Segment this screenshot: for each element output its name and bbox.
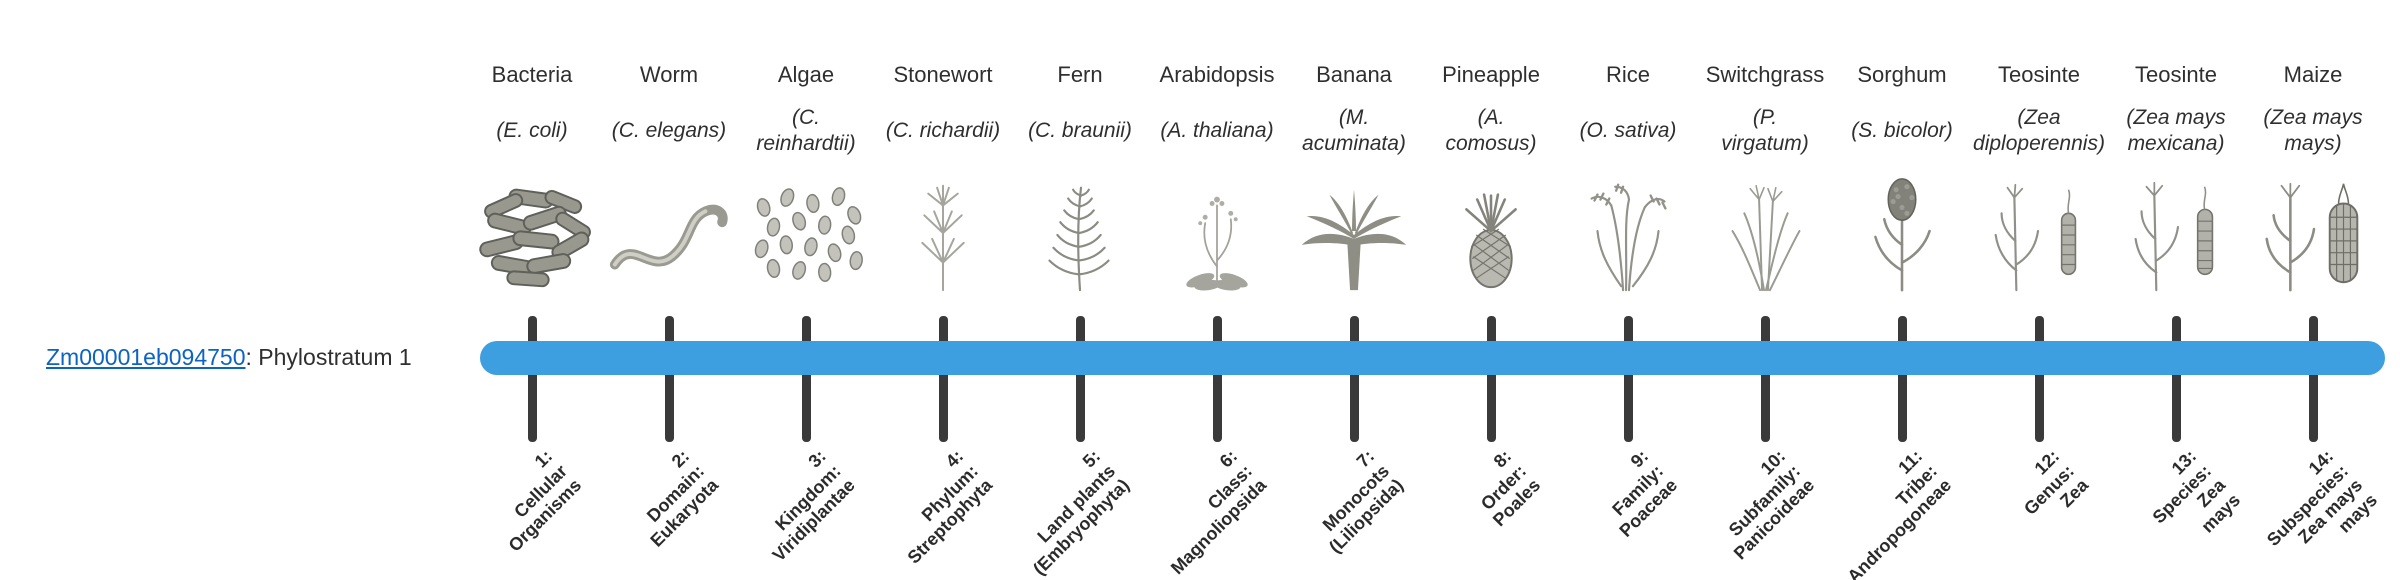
phylostratum-level-label: 11: Tribe: Andropogoneae bbox=[1843, 446, 1956, 580]
organism-scientific-name: (C. reinhardtii) bbox=[756, 105, 856, 155]
organism-scientific-name: (C. braunii) bbox=[1028, 118, 1132, 142]
rice-icon bbox=[1553, 170, 1703, 298]
phylostratum-tick bbox=[2309, 316, 2318, 442]
phylostratum-tick bbox=[1624, 316, 1633, 442]
phylostratum-tick bbox=[665, 316, 674, 442]
organism-scientific-name: (C. richardii) bbox=[885, 118, 1001, 142]
organism-common-name: Switchgrass bbox=[1705, 62, 1825, 87]
organism-common-name: Fern bbox=[1057, 62, 1103, 87]
organism-scientific-name: (C. elegans) bbox=[611, 118, 727, 142]
phylostratum-tick bbox=[528, 316, 537, 442]
organism-common-name: Maize bbox=[2283, 62, 2343, 87]
organism-scientific-name: (A. thaliana) bbox=[1160, 118, 1274, 142]
phylostratum-level-label: 2: Domain: Eukaryota bbox=[642, 446, 723, 551]
maize-icon bbox=[2238, 170, 2388, 298]
organism-common-name: Algae bbox=[777, 62, 835, 87]
phylostratum-level-label: 5: Land plants (Embryophyta) bbox=[1029, 446, 1134, 580]
fern-icon bbox=[1005, 170, 1155, 298]
gene-label: Zm00001eb094750: Phylostratum 1 bbox=[46, 344, 412, 371]
worm-icon bbox=[594, 170, 744, 298]
organism-scientific-name: (P. virgatum) bbox=[1721, 105, 1809, 155]
stonewort-icon bbox=[868, 170, 1018, 298]
sorghum-icon bbox=[1827, 170, 1977, 298]
organism-scientific-name: (A. comosus) bbox=[1445, 105, 1537, 155]
organism-common-name: Sorghum bbox=[1857, 62, 1947, 87]
organism-common-name: Banana bbox=[1316, 62, 1392, 87]
organism-scientific-name: (S. bicolor) bbox=[1851, 118, 1953, 142]
phylostratum-tick bbox=[1487, 316, 1496, 442]
phylostratum-level-label: 3: Kingdom: Viridiplantae bbox=[769, 446, 860, 566]
phylostratum-level-label: 4: Phylum: Streptophyta bbox=[903, 446, 997, 568]
organism-scientific-name: (Zea mays mays) bbox=[2263, 105, 2363, 155]
phylostratum-tick bbox=[1898, 316, 1907, 442]
phylostratum-level-label: 6: Class: Magnoliopsida bbox=[1167, 446, 1271, 579]
phylostratum-tick bbox=[1076, 316, 1085, 442]
arabidopsis-icon bbox=[1142, 170, 1292, 298]
organism-common-name: Pineapple bbox=[1442, 62, 1540, 87]
organism-common-name: Worm bbox=[639, 62, 699, 87]
switchgrass-icon bbox=[1690, 170, 1840, 298]
algae-icon bbox=[731, 170, 881, 298]
teosinte-icon bbox=[2101, 170, 2251, 298]
phylostratum-level-label: 7: Monocots (Liliopsida) bbox=[1318, 446, 1408, 558]
organism-common-name: Teosinte bbox=[2135, 62, 2217, 87]
organism-common-name: Stonewort bbox=[893, 62, 993, 87]
phylostratum-tick bbox=[1761, 316, 1770, 442]
phylostratum-tick bbox=[1213, 316, 1222, 442]
pineapple-icon bbox=[1416, 170, 1566, 298]
organism-common-name: Bacteria bbox=[491, 62, 573, 87]
organism-scientific-name: (Zea mays mexicana) bbox=[2126, 105, 2226, 155]
organism-scientific-name: (M. acuminata) bbox=[1302, 105, 1406, 155]
banana-icon bbox=[1279, 170, 1429, 298]
phylostratum-tick bbox=[939, 316, 948, 442]
phylostratum-tick bbox=[802, 316, 811, 442]
organism-scientific-name: (O. sativa) bbox=[1579, 118, 1677, 142]
phylostratum-level-label: 12: Genus: Zea bbox=[2019, 446, 2093, 519]
organism-common-name: Arabidopsis bbox=[1159, 62, 1275, 87]
phylostratum-bar bbox=[480, 341, 2385, 375]
phylostratum-level-label: 8: Order: Poales bbox=[1476, 446, 1545, 531]
phylostratum-tick bbox=[2035, 316, 2044, 442]
organism-scientific-name: (E. coli) bbox=[496, 118, 568, 142]
phylostratum-level-label: 9: Family: Poaceae bbox=[1608, 446, 1682, 542]
phylostratum-tick bbox=[2172, 316, 2181, 442]
bacteria-icon bbox=[457, 170, 607, 298]
phylostratum-text: : Phylostratum 1 bbox=[245, 344, 412, 370]
phylostratum-level-label: 1: Cellular Organisms bbox=[504, 446, 586, 556]
phylostratum-tick bbox=[1350, 316, 1359, 442]
organism-common-name: Rice bbox=[1605, 62, 1650, 87]
organism-common-name: Teosinte bbox=[1998, 62, 2080, 87]
phylostratum-level-label: 14: Subspecies: Zea mays mays bbox=[2262, 446, 2382, 550]
phylostratum-level-label: 10: Subfamily: Panicoideae bbox=[1724, 446, 1819, 564]
teosinte-icon bbox=[1964, 170, 2114, 298]
organism-scientific-name: (Zea diploperennis) bbox=[1973, 105, 2105, 155]
gene-id-link[interactable]: Zm00001eb094750 bbox=[46, 344, 246, 370]
phylostratum-level-label: 13: Species: Zea mays bbox=[2148, 446, 2245, 537]
